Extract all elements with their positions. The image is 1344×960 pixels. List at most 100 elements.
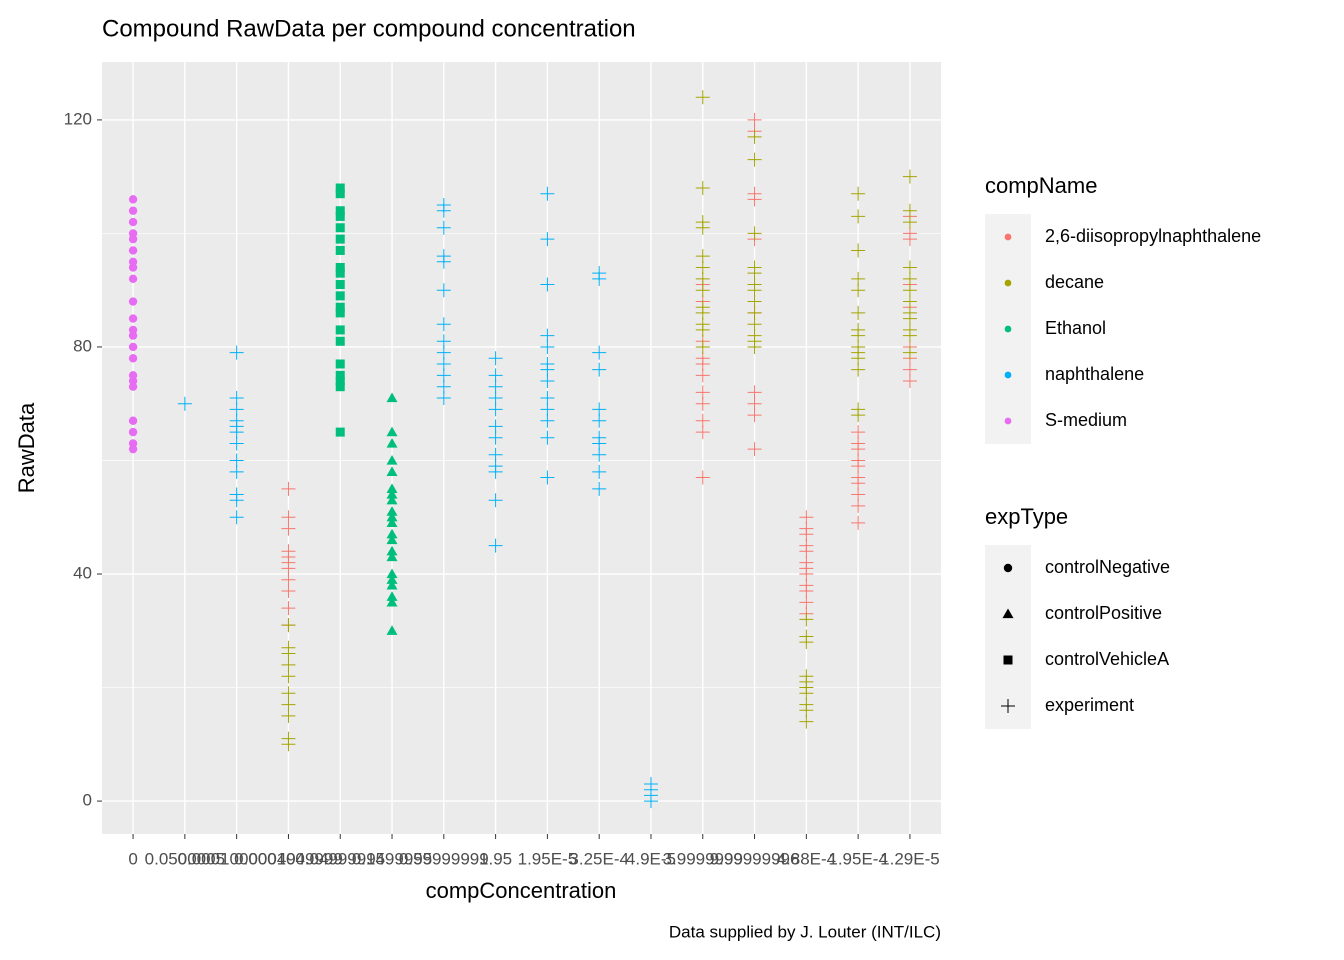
point <box>851 305 866 320</box>
point <box>386 579 398 590</box>
point <box>386 591 398 601</box>
point <box>386 528 398 539</box>
point <box>902 345 917 360</box>
point <box>281 618 296 633</box>
point <box>747 442 762 457</box>
point <box>128 246 138 255</box>
legend-symbol <box>1004 325 1012 333</box>
x-tick-label: 9.99999996 <box>710 849 800 868</box>
legend-label: S-medium <box>1045 410 1127 430</box>
point <box>128 274 138 284</box>
legend-title: compName <box>985 173 1097 198</box>
x-tick-label: 1.95E-4 <box>828 849 888 868</box>
point <box>335 268 345 278</box>
point <box>695 220 710 235</box>
point <box>695 425 710 440</box>
point <box>335 245 345 255</box>
point <box>436 391 451 406</box>
point <box>540 339 555 354</box>
point <box>540 232 555 247</box>
point <box>128 444 138 454</box>
point <box>436 220 451 235</box>
point <box>335 308 345 318</box>
x-tick-label: 3.9999999 <box>663 849 743 868</box>
point <box>128 427 138 437</box>
point <box>335 302 345 312</box>
point <box>851 498 866 513</box>
point <box>695 90 710 105</box>
legend-symbol <box>1004 417 1012 425</box>
point <box>281 737 296 752</box>
point <box>229 436 244 451</box>
point <box>695 322 710 337</box>
y-tick-label: 120 <box>64 109 92 128</box>
point <box>177 396 192 411</box>
point <box>335 211 345 221</box>
legend-symbol <box>1003 655 1013 665</box>
point <box>851 186 866 201</box>
point <box>436 317 451 332</box>
point <box>695 181 710 196</box>
point <box>386 551 398 562</box>
point <box>436 283 451 298</box>
point <box>386 426 398 437</box>
point <box>386 568 398 579</box>
x-tick-label: 3.25E-4 <box>569 849 629 868</box>
point <box>335 427 345 437</box>
point <box>695 339 710 354</box>
legend-symbol <box>1004 279 1012 287</box>
point <box>281 669 296 684</box>
point <box>335 382 345 392</box>
point <box>851 362 866 377</box>
point <box>335 291 345 301</box>
point <box>386 466 398 476</box>
point <box>128 382 138 391</box>
point <box>747 152 762 167</box>
point <box>128 314 138 323</box>
point <box>436 203 451 218</box>
point <box>488 430 503 445</box>
x-tick-label: 0.59999999 <box>399 849 489 868</box>
point <box>851 283 866 298</box>
x-tick-label: 0.00010000049 <box>178 849 296 868</box>
point <box>229 510 244 525</box>
point <box>851 243 866 258</box>
point <box>128 331 138 340</box>
y-tick-label: 80 <box>73 336 92 355</box>
legend-label: controlVehicleA <box>1045 649 1169 669</box>
point <box>386 625 398 635</box>
legend-symbol <box>1001 699 1015 713</box>
point <box>592 447 607 462</box>
point <box>386 454 398 465</box>
point <box>335 234 345 244</box>
point <box>335 336 345 346</box>
point <box>747 192 762 207</box>
point <box>386 534 398 545</box>
point <box>128 342 138 352</box>
x-tick-label: 0.0500005 <box>145 849 225 868</box>
legend-label: naphthalene <box>1045 364 1144 384</box>
chart-title: Compound RawData per compound concentrat… <box>102 15 636 42</box>
point <box>281 521 296 536</box>
point <box>592 271 607 286</box>
point <box>128 416 138 425</box>
legend-title: expType <box>985 504 1068 529</box>
caption: Data supplied by J. Louter (INT/ILC) <box>669 922 941 941</box>
point <box>488 464 503 479</box>
y-axis-title: RawData <box>14 402 39 493</box>
point <box>386 596 398 607</box>
point <box>386 574 398 584</box>
point <box>747 226 762 241</box>
point <box>592 362 607 377</box>
point <box>229 345 244 360</box>
legend-label: 2,6-diisopropylnaphthalene <box>1045 226 1261 246</box>
point <box>488 402 503 417</box>
point <box>386 545 398 556</box>
point <box>386 483 398 493</box>
point <box>335 370 345 380</box>
point <box>902 215 917 230</box>
point <box>386 437 398 448</box>
point <box>335 325 345 335</box>
point <box>281 584 296 599</box>
